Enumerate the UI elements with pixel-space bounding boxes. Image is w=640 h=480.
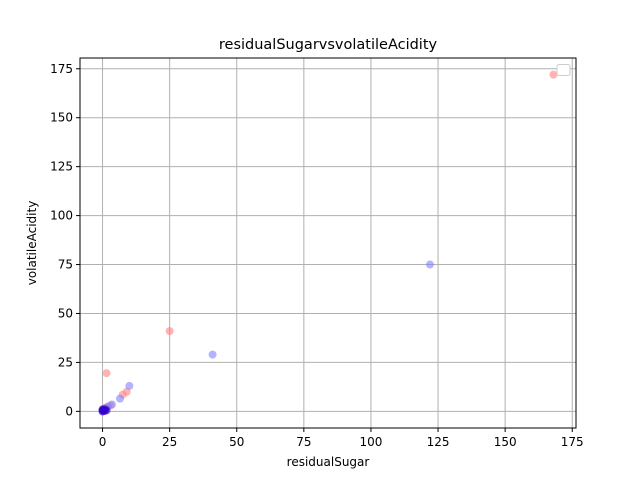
plot-area bbox=[80, 58, 576, 428]
y-tick-label: 100 bbox=[50, 209, 73, 223]
scatter-point-series-0 bbox=[165, 327, 174, 336]
scatter-point-series-0 bbox=[102, 369, 111, 378]
legend-box bbox=[556, 64, 571, 76]
x-axis-ticks: 0 25 50 75 100 125 150 175 bbox=[99, 428, 584, 449]
y-tick-label: 0 bbox=[65, 404, 73, 418]
y-tick-label: 75 bbox=[58, 258, 73, 272]
chart-title: residualSugarvsvolatileAcidity bbox=[219, 37, 438, 53]
scatter-point-series-1 bbox=[425, 260, 434, 269]
x-tick-label: 175 bbox=[561, 435, 584, 449]
x-axis-label: residualSugar bbox=[287, 455, 370, 469]
y-axis-label: volatileAcidity bbox=[25, 201, 39, 286]
grid-lines bbox=[80, 58, 576, 428]
y-tick-label: 150 bbox=[50, 111, 73, 125]
scatter-point-series-1 bbox=[115, 394, 124, 403]
y-tick-label: 50 bbox=[58, 306, 73, 320]
x-tick-label: 150 bbox=[494, 435, 517, 449]
y-tick-label: 125 bbox=[50, 160, 73, 174]
data-points bbox=[98, 70, 558, 416]
y-tick-label: 175 bbox=[50, 62, 73, 76]
x-tick-label: 75 bbox=[296, 435, 311, 449]
x-tick-label: 100 bbox=[359, 435, 382, 449]
y-tick-label: 25 bbox=[58, 355, 73, 369]
plot-frame bbox=[79, 57, 577, 429]
scatter-point-series-2 bbox=[99, 405, 108, 414]
x-tick-label: 0 bbox=[99, 435, 107, 449]
x-tick-label: 125 bbox=[427, 435, 450, 449]
scatter-point-series-1 bbox=[208, 350, 217, 359]
y-axis-ticks: 0 25 50 75 100 125 150 175 bbox=[50, 62, 80, 418]
x-tick-label: 50 bbox=[229, 435, 244, 449]
scatter-point-series-0 bbox=[549, 70, 558, 79]
scatter-point-series-1 bbox=[125, 381, 134, 390]
x-tick-label: 25 bbox=[162, 435, 177, 449]
